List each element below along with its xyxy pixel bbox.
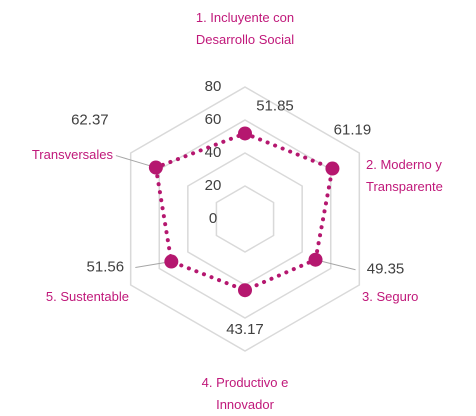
category-label: 2. Moderno y Transparente: [366, 157, 443, 194]
data-label: 49.35: [367, 261, 405, 278]
data-point: [238, 283, 252, 298]
data-point: [148, 160, 163, 175]
grid-ring: [187, 152, 303, 286]
data-point: [238, 126, 252, 141]
r-tick-label: 20: [205, 177, 222, 194]
grid-ring: [215, 185, 275, 253]
category-label: Transversales: [31, 147, 113, 162]
grid-ring: [129, 86, 361, 352]
category-label: 5. Sustentable: [45, 289, 129, 304]
r-tick-label: 0: [209, 210, 217, 227]
data-point: [308, 252, 323, 267]
data-label: 51.85: [256, 97, 294, 114]
category-label: 4. Productivo e Innovador: [201, 375, 289, 412]
data-label: 43.17: [226, 321, 264, 338]
r-tick-label: 80: [205, 78, 222, 95]
r-tick-label: 60: [205, 111, 222, 128]
data-point: [164, 254, 179, 269]
category-label: 1. Incluyente con Desarrollo Social: [195, 10, 295, 47]
data-point: [325, 161, 340, 176]
category-label: 3. Seguro: [362, 289, 419, 304]
data-label: 51.56: [87, 259, 125, 276]
data-label: 62.37: [71, 112, 109, 129]
data-label: 61.19: [334, 121, 372, 138]
